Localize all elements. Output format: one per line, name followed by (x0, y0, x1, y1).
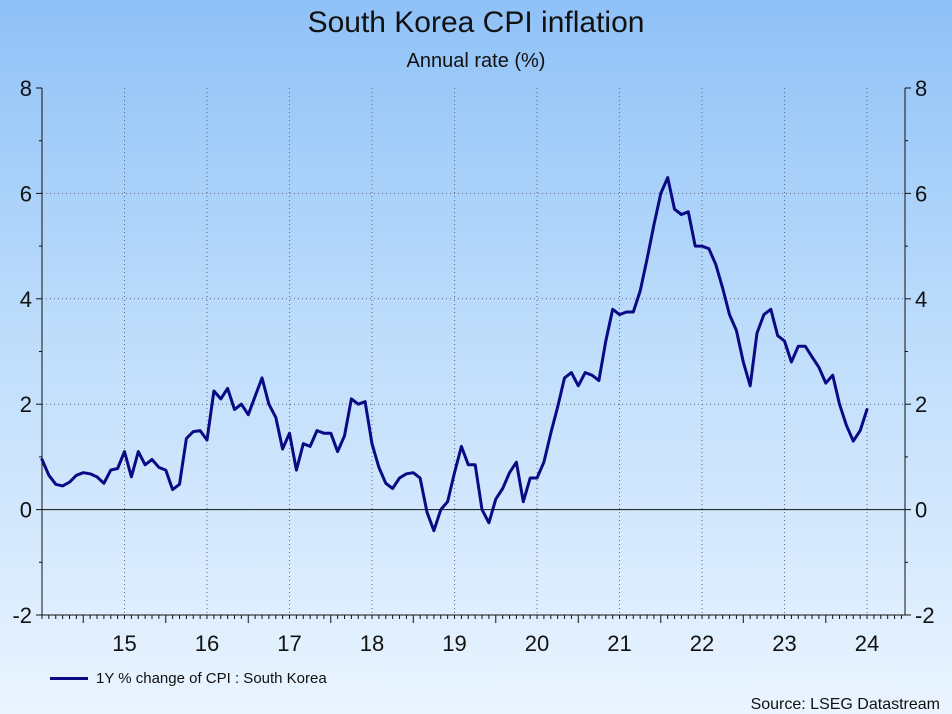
y-tick-label-left: 2 (20, 392, 32, 417)
y-tick-label-right: 0 (915, 498, 927, 523)
x-tick-label: 20 (525, 631, 549, 656)
series-layer (40, 176, 869, 533)
x-tick-label: 16 (195, 631, 219, 656)
y-tick-label-left: 8 (20, 76, 32, 101)
y-tick-label-left: -2 (12, 603, 32, 628)
y-tick-label-right: 6 (915, 181, 927, 206)
y-tick-label-right: 4 (915, 287, 927, 312)
chart-subtitle: Annual rate (%) (406, 50, 546, 72)
y-tick-label-right: 2 (915, 392, 927, 417)
y-tick-label-left: 0 (20, 498, 32, 523)
x-tick-label: 17 (277, 631, 301, 656)
x-tick-label: 21 (607, 631, 631, 656)
source-note: Source: LSEG Datastream (750, 696, 940, 713)
legend: 1Y % change of CPI : South Korea (50, 670, 327, 687)
y-tick-label-left: 4 (20, 287, 32, 312)
x-tick-label: 23 (772, 631, 796, 656)
x-tick-label: 24 (855, 631, 879, 656)
x-tick-label: 18 (360, 631, 384, 656)
legend-label: 1Y % change of CPI : South Korea (96, 670, 327, 687)
x-tick-label: 15 (112, 631, 136, 656)
series-line (40, 176, 869, 533)
axis-layer (36, 87, 911, 623)
label-layer: -2 -20 02 24 46 68 815 16 17 18 19 20 21 22 23 24 (12, 76, 934, 656)
grid-layer (42, 88, 905, 615)
y-tick-label-left: 6 (20, 181, 32, 206)
legend-swatch (50, 677, 88, 680)
chart-title: South Korea CPI inflation (307, 6, 645, 39)
x-tick-label: 22 (690, 631, 714, 656)
x-tick-label: 19 (442, 631, 466, 656)
y-tick-label-right: -2 (915, 603, 935, 628)
y-tick-label-right: 8 (915, 76, 927, 101)
